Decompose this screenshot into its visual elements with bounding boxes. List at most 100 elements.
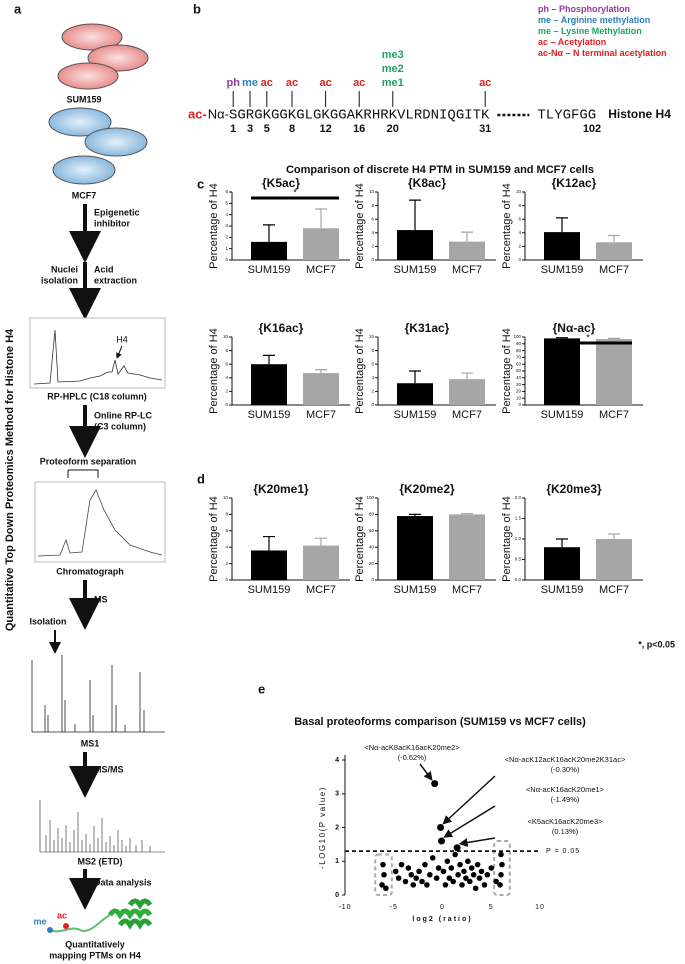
point (468, 865, 475, 871)
point (427, 871, 433, 878)
section-title: Comparison of discrete H4 PTM in SUM159 … (286, 164, 594, 176)
point (398, 861, 405, 868)
x-tick-label: 0 (440, 904, 445, 911)
error-bar (409, 370, 421, 384)
modification: me2 (382, 63, 404, 75)
modification: me1 (382, 77, 404, 89)
text-part: – Lysine Methylation (551, 26, 642, 36)
y-tick-label: 100 (366, 495, 374, 500)
point (463, 875, 469, 881)
y-tick-label: 2 (225, 389, 228, 394)
point (467, 878, 473, 885)
y-tick-label: 8 (371, 203, 374, 208)
text-part: ac (538, 37, 548, 47)
significance-mark: * (586, 332, 590, 342)
y-tick-label: 2 (371, 244, 374, 249)
x-tick-label: MCF7 (599, 264, 629, 276)
y-tick-label: 0 (225, 402, 228, 407)
y-tick-label: 80 (516, 348, 522, 353)
chart-title: Basal proteoforms comparison (SUM159 vs … (294, 716, 586, 728)
label: Quantitatively (65, 939, 125, 949)
y-axis-label: Percentage of H4 (501, 496, 513, 582)
point (413, 875, 419, 881)
legend-entry: ph – Phosphorylation (538, 4, 630, 14)
label: Nuclei (51, 264, 78, 274)
label: (C3 column) (94, 421, 146, 431)
point (442, 882, 449, 888)
point (470, 871, 477, 878)
point (450, 878, 457, 885)
legend-entry: ac-Nα – N terminal acetylation (538, 48, 667, 58)
error-bar (263, 535, 275, 551)
nterm: Nα- (208, 106, 229, 121)
bar (596, 242, 632, 260)
chromatogram (34, 481, 166, 563)
point (435, 865, 442, 871)
y-tick-label: 10 (516, 395, 522, 400)
y-tick-label: 0 (518, 257, 521, 262)
error-bar (315, 369, 327, 374)
point (465, 858, 471, 865)
y-tick-label: 6 (225, 189, 228, 194)
error-bar (461, 231, 473, 242)
y-tick-label: 40 (369, 544, 375, 549)
x-tick-label: -5 (390, 904, 398, 911)
point (461, 868, 467, 875)
label: MS/MS (94, 764, 124, 774)
y-axis-label: -LOG10(P value) (318, 786, 327, 869)
modification: ac (319, 77, 331, 89)
chart-title: {K16ac} (259, 321, 304, 335)
protein-cartoon (47, 898, 153, 933)
y-tick-label: 60 (369, 528, 375, 533)
point (498, 851, 504, 858)
y-tick-label: 90 (516, 341, 522, 346)
y-axis-label: Percentage of H4 (501, 328, 513, 414)
annotation: <Nα-acK8acK16acK20me2> (364, 743, 460, 752)
legend-entry: me – Arginine methylation (538, 15, 650, 25)
text-part: – N terminal acetylation (563, 48, 667, 58)
note: *, p<0.05 (638, 639, 675, 649)
point (402, 878, 409, 885)
y-axis-label: Percentage of H4 (208, 496, 220, 582)
label: MS1 (81, 738, 100, 748)
x-tick-label: SUM159 (394, 409, 437, 421)
bar (303, 228, 339, 260)
annotation: (0.13%) (552, 827, 579, 836)
chart-title: {K8ac} (408, 176, 446, 190)
y-tick-label: 1 (335, 858, 339, 865)
error-bar (608, 533, 620, 539)
y-axis-label: Percentage of H4 (501, 183, 513, 269)
workflow: Quantitative Top Down Proteomics Method … (4, 23, 166, 960)
point (433, 875, 440, 881)
y-tick-label: 10 (369, 334, 375, 339)
y-tick-label: 10 (369, 189, 375, 194)
bar (449, 241, 485, 260)
point (481, 882, 488, 888)
y-tick-label: 10 (223, 495, 229, 500)
y-tick-label: 0 (225, 257, 228, 262)
modification: ph (226, 77, 240, 89)
threshold-label: P = 0.05 (546, 848, 580, 855)
position: 8 (289, 123, 295, 135)
text-part: – Phosphorylation (549, 4, 630, 14)
panel-letter: a (14, 1, 22, 16)
bar (596, 339, 632, 405)
x-tick-label: SUM159 (541, 584, 584, 596)
point (416, 868, 422, 875)
y-tick-label: 10 (516, 189, 522, 194)
point (457, 861, 463, 868)
y-tick-label: 4 (371, 230, 374, 235)
highlight-box (374, 853, 393, 896)
y-tick-label: 6 (371, 216, 374, 221)
y-tick-label: 5 (225, 201, 228, 206)
point (395, 875, 402, 881)
point (408, 871, 415, 878)
y-tick-label: 8 (518, 203, 521, 208)
x-tick-label: MCF7 (599, 409, 629, 421)
point (419, 878, 425, 885)
label: MS2 (ETD) (78, 856, 123, 866)
y-tick-label: 2 (225, 561, 228, 566)
point (498, 871, 504, 878)
y-tick-label: 0 (518, 402, 521, 407)
modification: me3 (382, 49, 404, 61)
